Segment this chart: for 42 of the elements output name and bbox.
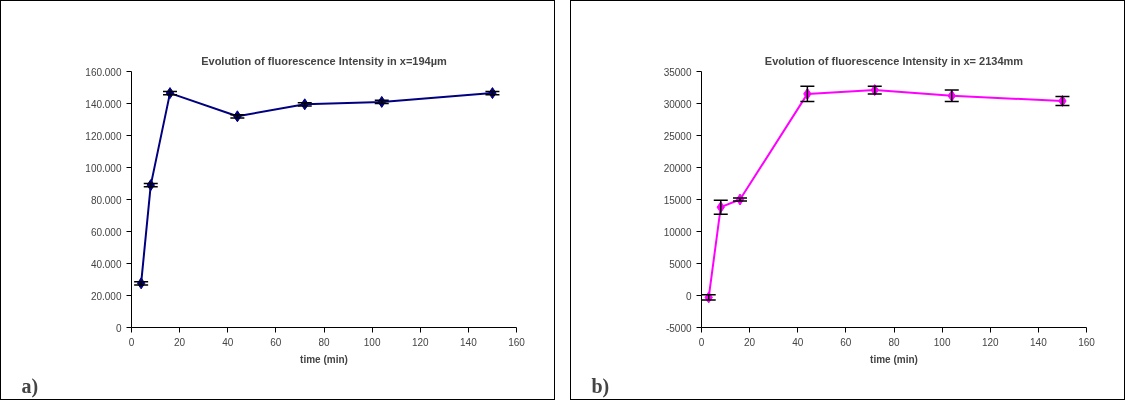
x-axis-title: time (min) (300, 353, 348, 365)
y-tick-label: 40.000 (90, 258, 122, 270)
y-tick-label: 140.000 (85, 98, 122, 110)
x-tick-label: 60 (270, 336, 282, 348)
x-tick-label: 80 (888, 336, 900, 348)
x-tick-label: 40 (792, 336, 804, 348)
y-tick-label: 5000 (669, 258, 692, 270)
y-tick-label: 20000 (663, 162, 692, 174)
y-tick-label: 60.000 (90, 226, 122, 238)
x-tick-label: 40 (222, 336, 234, 348)
x-tick-label: 0 (698, 336, 705, 348)
x-tick-label: 140 (460, 336, 478, 348)
y-tick-label: 120.000 (85, 130, 122, 142)
x-tick-label: 160 (508, 336, 526, 348)
y-tick-label: 25000 (663, 130, 692, 142)
y-tick-label: 80.000 (90, 194, 122, 206)
x-tick-label: 100 (933, 336, 951, 348)
x-tick-label: 140 (1030, 336, 1048, 348)
x-tick-label: 100 (363, 336, 381, 348)
x-tick-label: 120 (981, 336, 1000, 348)
x-tick-label: 20 (174, 336, 186, 348)
y-tick-label: 160.000 (85, 66, 122, 78)
y-tick-label: 30000 (663, 98, 692, 110)
y-tick-label: 35000 (663, 66, 692, 78)
x-tick-label: 80 (318, 336, 330, 348)
y-tick-label: 15000 (663, 194, 692, 206)
chart-title: Evolution of fluorescence Intensity in x=194µm (201, 54, 448, 67)
x-tick-label: 60 (840, 336, 852, 348)
x-axis-title: time (min) (870, 353, 918, 365)
x-tick-label: 120 (411, 336, 430, 348)
y-tick-label: 0 (115, 322, 122, 334)
x-tick-label: 20 (744, 336, 756, 348)
x-tick-label: 0 (128, 336, 135, 348)
text: a) (21, 374, 39, 398)
y-tick-label: 10000 (663, 226, 692, 238)
y-tick-label: 20.000 (90, 290, 122, 302)
x-tick-label: 160 (1078, 336, 1096, 348)
y-tick-label: -5000 (665, 322, 692, 334)
text: b) (591, 374, 610, 398)
y-tick-label: 100.000 (85, 162, 122, 174)
y-tick-label: 0 (685, 290, 692, 302)
chart-title: Evolution of fluorescence Intensity in x= 2134mm (764, 54, 1024, 67)
